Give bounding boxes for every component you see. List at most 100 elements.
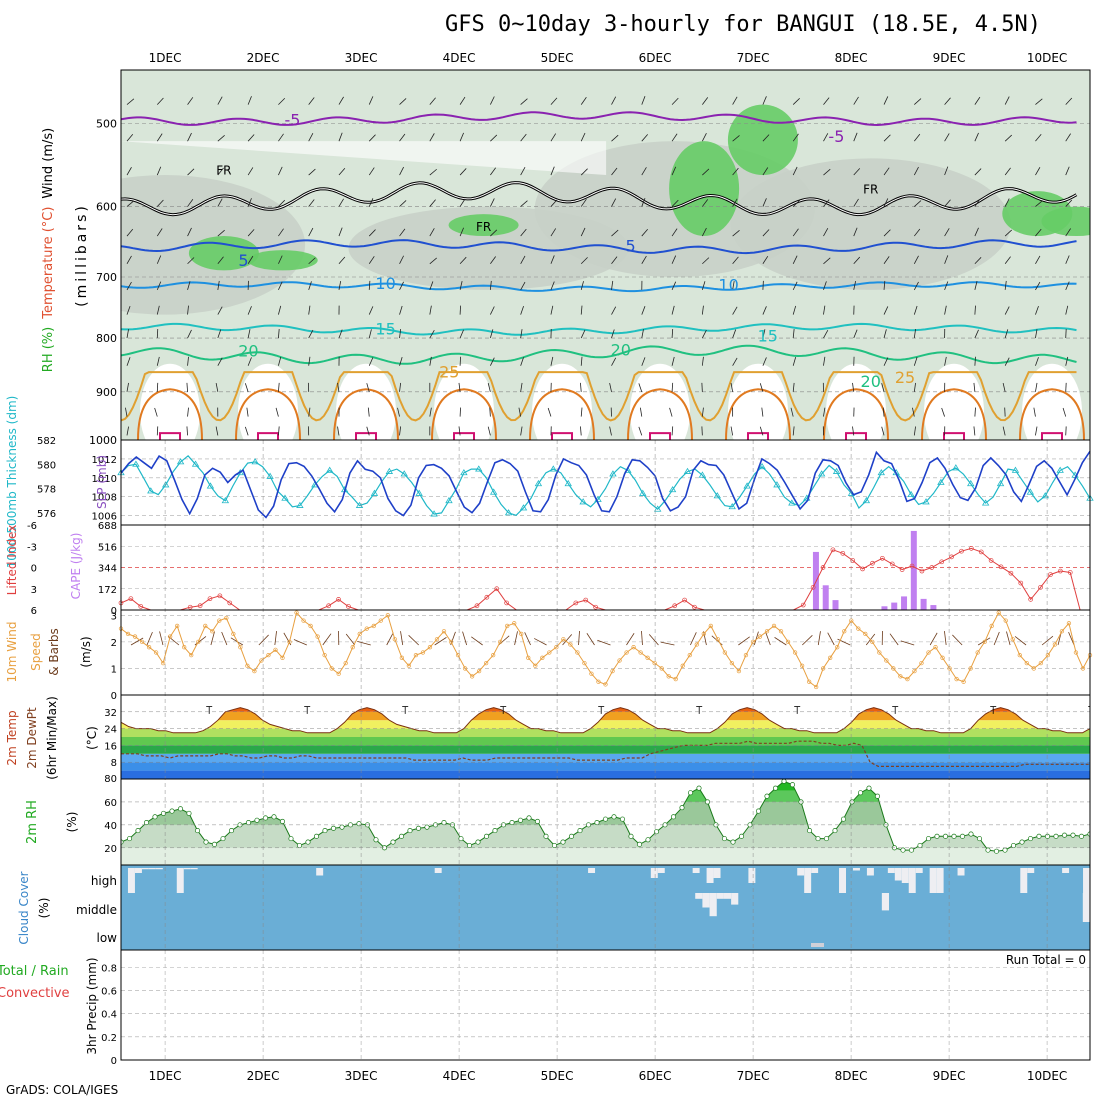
wind-speed-point bbox=[540, 655, 545, 660]
wind-barb bbox=[762, 255, 769, 264]
date-label-bottom: 9DEC bbox=[933, 1069, 966, 1083]
wind-barb bbox=[490, 229, 498, 237]
li-point bbox=[1048, 572, 1053, 577]
precip-total-label: Total / Rain bbox=[0, 964, 69, 979]
rh-point bbox=[1070, 832, 1076, 838]
wind-barb bbox=[883, 329, 887, 339]
wind-barb-10m bbox=[159, 631, 164, 646]
wind-barb bbox=[941, 407, 945, 417]
wind-barb bbox=[611, 167, 618, 176]
cloud-layer-label: middle bbox=[76, 903, 117, 917]
wind-unit: (m/s) bbox=[79, 636, 93, 667]
rh-moist bbox=[669, 141, 740, 237]
date-label-top: 6DEC bbox=[639, 51, 672, 65]
wind-speed-point bbox=[856, 626, 861, 631]
date-label-top: 1DEC bbox=[149, 51, 182, 65]
wind-speed-point bbox=[217, 618, 222, 623]
wind-barb bbox=[156, 133, 163, 142]
wind-speed-point bbox=[743, 653, 749, 658]
li-point bbox=[889, 561, 895, 567]
wind-barb bbox=[702, 199, 709, 207]
thickness-point bbox=[996, 479, 1005, 487]
rh-point bbox=[475, 839, 481, 845]
wind-barb bbox=[671, 356, 675, 366]
wind-barb bbox=[429, 97, 436, 105]
rh-point bbox=[492, 828, 498, 834]
rh-tick: 60 bbox=[104, 798, 117, 809]
date-label-bottom: 8DEC bbox=[835, 1069, 868, 1083]
wind-barb-10m bbox=[562, 634, 573, 646]
wind-barb bbox=[126, 281, 132, 291]
date-label-top: 9DEC bbox=[933, 51, 966, 65]
wind-barb bbox=[580, 382, 582, 392]
wind-barb-10m bbox=[738, 636, 750, 646]
wind-barb-10m bbox=[1014, 636, 1027, 646]
wind-barb bbox=[399, 305, 403, 315]
rh-point bbox=[560, 839, 566, 845]
rh-label: 2m RH bbox=[25, 800, 40, 844]
wind-barb bbox=[759, 383, 764, 392]
rh-point bbox=[959, 833, 966, 839]
wind-barb bbox=[550, 199, 558, 207]
rh-point bbox=[764, 793, 770, 799]
wind-barb bbox=[732, 96, 738, 105]
panel-frame bbox=[120, 439, 1091, 526]
contour-label: FR bbox=[216, 163, 231, 177]
contour-label: 10 bbox=[375, 274, 395, 293]
wind-barb bbox=[882, 407, 885, 417]
thickness-point bbox=[609, 470, 617, 477]
rh-point bbox=[1044, 833, 1051, 839]
wind-barb-10m bbox=[817, 631, 821, 646]
wind-barb bbox=[580, 426, 582, 436]
wind-barb bbox=[1065, 133, 1071, 142]
wind-barb bbox=[611, 229, 619, 237]
rh-point bbox=[271, 814, 277, 820]
rh-point bbox=[908, 847, 915, 853]
rh-point bbox=[534, 818, 541, 824]
wind-barb bbox=[217, 198, 223, 207]
cloud-bar bbox=[797, 868, 805, 876]
wind-barb bbox=[823, 356, 826, 366]
wind-barb bbox=[1096, 258, 1100, 264]
li-point bbox=[810, 584, 816, 590]
li-point bbox=[346, 604, 351, 609]
isotherm-30 bbox=[431, 388, 497, 440]
wind-barb-10m bbox=[889, 633, 899, 646]
wind-barb bbox=[1096, 133, 1100, 141]
wind-barb bbox=[187, 97, 194, 105]
wind-barb bbox=[520, 426, 523, 436]
li-point bbox=[583, 597, 589, 603]
wind-barb bbox=[609, 382, 612, 392]
wind-barb bbox=[399, 200, 407, 207]
thickness-point bbox=[415, 489, 423, 496]
wind-barb-10m bbox=[534, 638, 547, 646]
rh-point bbox=[866, 785, 872, 791]
rh-point bbox=[968, 831, 974, 837]
wind-barb bbox=[215, 426, 219, 436]
wind-barb bbox=[881, 383, 885, 392]
isotherm-10 bbox=[121, 281, 1077, 293]
wind-barb bbox=[1065, 166, 1070, 176]
li-point bbox=[880, 555, 885, 561]
li-tick: 3 bbox=[31, 585, 37, 596]
wind-barb bbox=[156, 255, 162, 264]
wind-barb bbox=[1004, 329, 1009, 339]
thickness-point bbox=[877, 469, 885, 476]
wind-barb bbox=[1035, 167, 1041, 176]
wind-barb bbox=[1004, 134, 1013, 142]
wind-barb bbox=[611, 256, 618, 265]
contour-label: 20 bbox=[238, 342, 258, 361]
rh-point bbox=[220, 836, 226, 842]
dry-pocket bbox=[532, 363, 592, 440]
li-point bbox=[484, 594, 490, 600]
cloud-bar bbox=[134, 868, 142, 873]
wind-barb bbox=[399, 255, 404, 264]
wind-barb bbox=[217, 229, 225, 237]
wind-speed-point bbox=[596, 679, 601, 684]
wind-barb bbox=[671, 382, 674, 392]
wind-speed-point bbox=[863, 631, 868, 637]
isotherm-30 bbox=[921, 388, 987, 440]
date-label-top: 10DEC bbox=[1027, 51, 1067, 65]
wind-barb bbox=[520, 357, 524, 366]
wind-speed-point bbox=[715, 637, 720, 642]
